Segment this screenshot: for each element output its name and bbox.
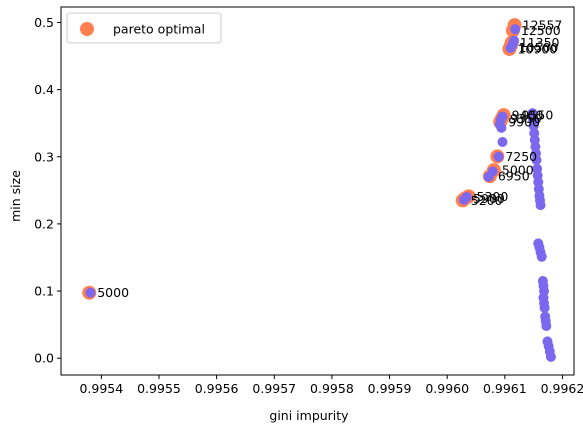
point-annotation: 9900: [508, 114, 540, 129]
x-tick-label: 0.9954: [79, 381, 123, 396]
data-point: [539, 302, 550, 313]
point-annotation: 12557: [523, 18, 563, 33]
y-tick-label: 0.4: [34, 82, 54, 97]
y-tick-label: 0.1: [34, 284, 54, 299]
point-annotation: 5200: [471, 193, 503, 208]
point-annotation: 9400: [512, 108, 544, 123]
data-point: [510, 24, 521, 35]
data-point: [509, 35, 520, 46]
point-annotation: 5300: [477, 189, 509, 204]
point-annotation: 11350: [520, 35, 560, 50]
x-tick-label: 0.9957: [252, 381, 296, 396]
x-tick-label: 0.9962: [541, 381, 583, 396]
point-annotation: 10900: [517, 41, 557, 56]
data-point: [497, 136, 508, 147]
legend-marker-pareto: [80, 22, 94, 36]
point-annotation: 6950: [498, 169, 530, 184]
data-point: [528, 120, 539, 131]
data-point: [85, 287, 96, 298]
point-annotation: 10500: [519, 40, 559, 55]
data-point: [545, 351, 556, 362]
point-annotation: 5000: [97, 285, 129, 300]
y-tick-label: 0.0: [34, 351, 54, 366]
data-point: [497, 111, 508, 122]
data-point: [531, 155, 542, 166]
data-point: [461, 192, 472, 203]
point-annotation: 9350: [510, 111, 542, 126]
data-point: [535, 200, 546, 211]
point-annotation: 9550: [521, 108, 553, 123]
legend-label-pareto: pareto optimal: [113, 22, 205, 37]
y-tick-label: 0.2: [34, 216, 54, 231]
data-point: [493, 151, 504, 162]
data-point: [536, 251, 547, 262]
x-axis-label: gini impurity: [269, 408, 349, 423]
point-annotation: 5900: [473, 191, 505, 206]
point-annotation: 5000: [502, 163, 534, 178]
point-annotation: 7250: [505, 149, 537, 164]
x-tick-label: 0.9959: [368, 381, 412, 396]
x-tick-label: 0.9958: [310, 381, 354, 396]
legend: pareto optimal: [66, 12, 222, 44]
y-tick-label: 0.3: [34, 149, 54, 164]
x-tick-label: 0.9961: [483, 381, 527, 396]
x-tick-label: 0.9960: [425, 381, 469, 396]
point-annotation: 12500: [521, 23, 561, 38]
data-point: [541, 320, 552, 331]
plot-frame: [60, 6, 575, 376]
x-tick-label: 0.9955: [137, 381, 181, 396]
x-tick-label: 0.9956: [195, 381, 239, 396]
y-tick-label: 0.5: [34, 15, 54, 30]
data-point: [496, 122, 507, 133]
data-point: [487, 166, 498, 177]
legend-frame: [66, 12, 222, 44]
y-axis-label: min size: [8, 170, 23, 222]
